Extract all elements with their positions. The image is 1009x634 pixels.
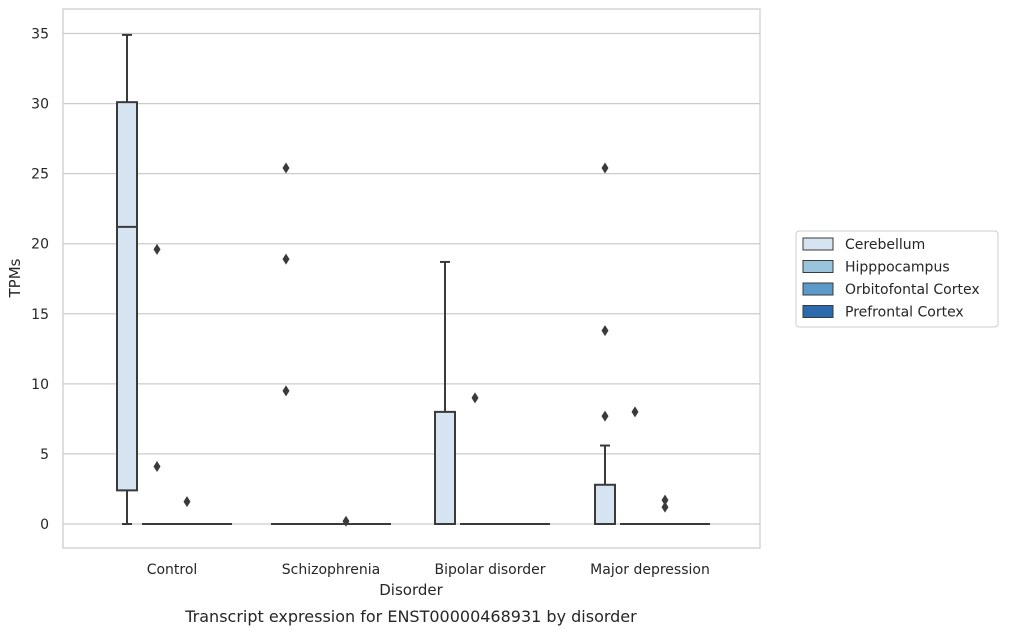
outlier-point	[282, 385, 290, 397]
box-body	[116, 101, 138, 492]
outlier-point	[661, 494, 669, 506]
box-body	[594, 483, 616, 526]
y-tick-label: 30	[31, 97, 49, 113]
legend-frame	[795, 230, 999, 328]
outlier-point	[471, 392, 479, 404]
x-tick-label: Major depression	[590, 562, 710, 578]
outlier-point	[153, 461, 161, 473]
legend-swatch	[802, 282, 834, 296]
outlier-point	[601, 410, 609, 422]
x-tick-label: Schizophrenia	[282, 562, 380, 578]
legend-label: Hipppocampus	[845, 260, 950, 276]
gridlines	[63, 32, 760, 525]
outlier-point	[282, 162, 290, 174]
x-tick-label: Bipolar disorder	[434, 562, 545, 578]
y-tick-label: 10	[31, 377, 49, 393]
box-orbitofontal-cortex	[650, 494, 680, 525]
y-tick-label: 5	[40, 447, 49, 463]
outlier-point	[342, 515, 350, 527]
outlier-point	[282, 253, 290, 265]
outlier-point	[631, 406, 639, 418]
legend: Cerebellum Hipppocampus Orbitofontal Corte…	[795, 230, 999, 328]
y-tick-label: 25	[31, 167, 49, 183]
box-hipppocampus	[460, 392, 490, 525]
box-layer	[116, 33, 710, 527]
outlier-point	[601, 325, 609, 337]
legend-swatch	[802, 305, 834, 318]
box-cerebellum	[116, 33, 138, 525]
box-orbitofontal-cortex	[331, 515, 361, 527]
outlier-point	[183, 496, 191, 508]
x-axis-label: Disorder	[379, 581, 443, 599]
y-tick-label: 20	[31, 237, 49, 253]
y-tick-label: 15	[31, 307, 49, 323]
legend-label: Prefrontal Cortex	[845, 305, 964, 321]
box-hipppocampus	[620, 406, 650, 525]
box-cerebellum	[271, 162, 301, 525]
x-tick-labels: Control Schizophrenia Bipolar disorder Majo…	[147, 562, 710, 578]
box-hipppocampus	[142, 243, 172, 525]
y-tick-labels: 0 5 10 15 20 25 30 35	[31, 27, 49, 534]
legend-swatch	[802, 237, 834, 251]
legend-label: Orbitofontal Cortex	[845, 282, 980, 298]
legend-label: Cerebellum	[845, 237, 925, 253]
box-orbitofontal-cortex	[172, 496, 202, 525]
y-axis-label: TPMs	[6, 258, 24, 298]
plot-area-frame	[62, 8, 761, 549]
y-tick-label: 35	[31, 27, 49, 43]
outlier-point	[661, 501, 669, 513]
box-cerebellum	[594, 162, 616, 526]
outlier-point	[601, 162, 609, 174]
x-tick-label: Control	[147, 562, 198, 578]
chart-caption: Transcript expression for ENST0000046893…	[184, 607, 637, 626]
box-cerebellum	[434, 260, 456, 525]
y-tick-label: 0	[40, 517, 49, 533]
legend-swatch	[802, 260, 834, 273]
outlier-point	[153, 243, 161, 255]
box-body	[434, 410, 456, 525]
